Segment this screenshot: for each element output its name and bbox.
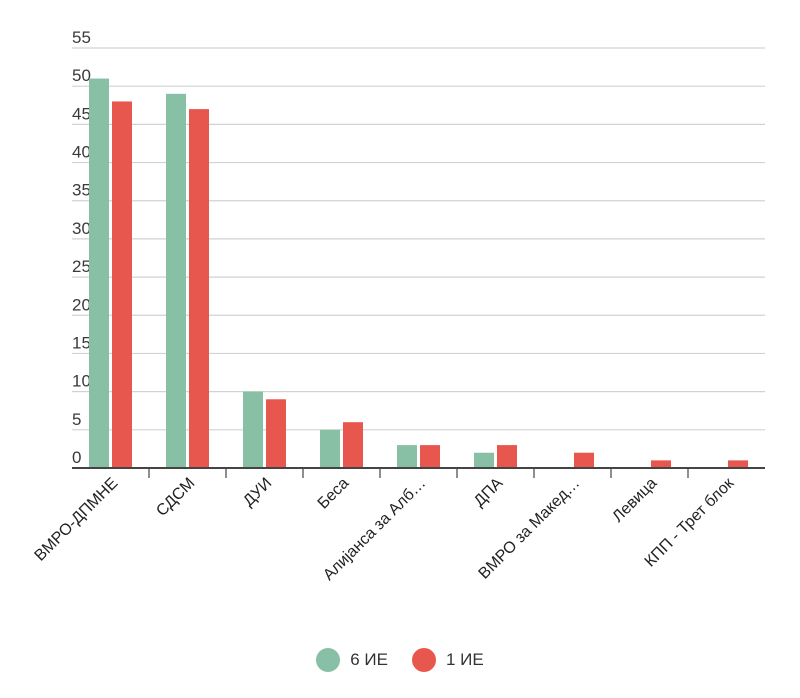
x-category-label: ДУИ	[240, 475, 275, 510]
x-category-label: СДСМ	[153, 475, 198, 520]
legend: 6 ИЕ 1 ИЕ	[0, 648, 800, 672]
y-axis-ticks: 0 5 10 15 20 25 30 35 40 45 50 55	[72, 28, 91, 467]
y-tick-label: 40	[72, 143, 91, 162]
y-tick-label: 30	[72, 219, 91, 238]
gridlines	[72, 47, 765, 431]
bar-series-2	[574, 452, 594, 468]
bar-series-1	[89, 78, 109, 468]
y-tick-label: 35	[72, 181, 91, 200]
y-tick-label: 25	[72, 257, 91, 276]
y-tick-label: 55	[72, 28, 91, 47]
bar-series-2	[112, 101, 132, 469]
x-category-label: Левица	[609, 475, 660, 526]
legend-label: 1 ИЕ	[446, 650, 484, 669]
bar-series-1	[243, 391, 263, 468]
bars	[89, 78, 748, 469]
x-category-label: Беса	[315, 475, 353, 513]
legend-swatch	[316, 648, 341, 672]
bar-series-1	[397, 445, 417, 468]
bar-series-1	[474, 452, 494, 468]
bar-series-1	[166, 93, 186, 469]
bar-series-2	[497, 445, 517, 468]
y-tick-label: 0	[72, 448, 81, 467]
bar-chart: 0 5 10 15 20 25 30 35 40 45 50 55 ВМРО-ДПМНЕ СДСМ ДУИ…	[32, 28, 765, 584]
legend-label: 6 ИЕ	[350, 650, 388, 669]
bar-series-2	[651, 460, 671, 468]
y-tick-label: 10	[72, 372, 91, 391]
bar-series-2	[343, 422, 363, 468]
legend-item-series-2: 1 ИЕ	[412, 648, 484, 672]
bar-series-1	[320, 429, 340, 468]
x-category-label: ВМРО-ДПМНЕ	[32, 475, 122, 565]
x-axis-ticks	[148, 468, 689, 478]
x-category-label: ДПА	[471, 475, 507, 511]
y-tick-label: 50	[72, 66, 91, 85]
bar-series-2	[728, 460, 748, 468]
y-tick-label: 45	[72, 104, 91, 123]
y-tick-label: 15	[72, 333, 91, 352]
y-tick-label: 20	[72, 295, 91, 314]
bar-series-2	[266, 399, 286, 468]
bar-series-2	[189, 109, 209, 468]
legend-item-series-1: 6 ИЕ	[316, 648, 388, 672]
legend-swatch	[412, 648, 436, 672]
bar-series-2	[420, 445, 440, 468]
y-tick-label: 5	[72, 410, 81, 429]
